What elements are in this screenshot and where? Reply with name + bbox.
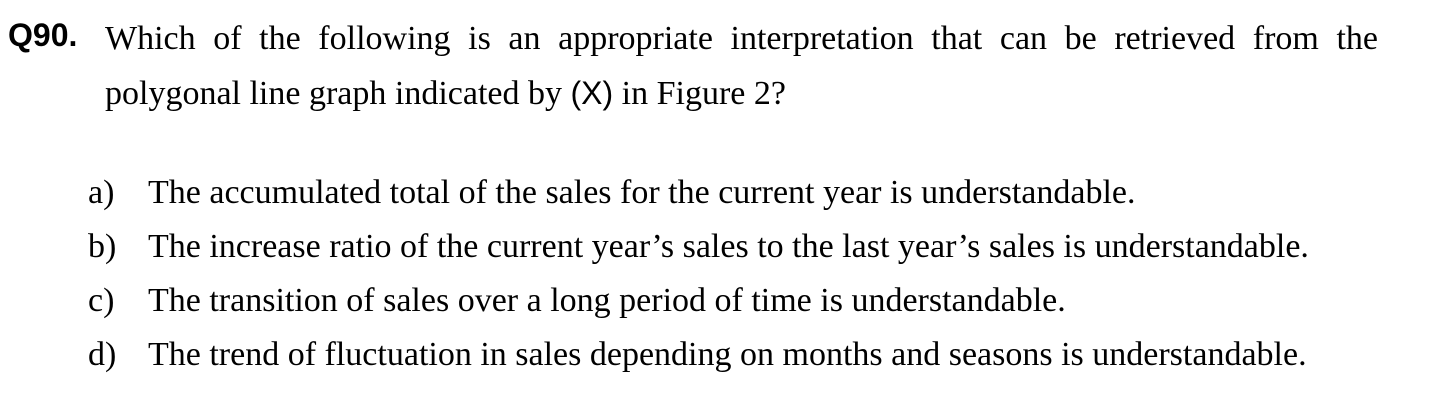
option-letter: d) — [88, 336, 117, 373]
option-letter: c) — [88, 282, 115, 319]
option-d[interactable]: d) The trend of fluctuation in sales dep… — [88, 328, 1408, 382]
answer-options: a) The accumulated total of the sales fo… — [88, 166, 1408, 382]
option-letter: a) — [88, 174, 115, 211]
option-text: The trend of fluctuation in sales depend… — [148, 336, 1307, 373]
option-letter: b) — [88, 228, 117, 265]
question-number: Q90. — [8, 17, 78, 53]
option-text: The transition of sales over a long peri… — [148, 282, 1066, 319]
question-text-before: Which of the following is an appropriate… — [105, 20, 1378, 112]
option-text: The accumulated total of the sales for t… — [148, 174, 1136, 211]
question-text-after: in Figure 2? — [613, 75, 786, 112]
option-c[interactable]: c) The transition of sales over a long p… — [88, 274, 1408, 328]
option-a[interactable]: a) The accumulated total of the sales fo… — [88, 166, 1408, 220]
question-text: Which of the following is an appropriate… — [105, 12, 1378, 121]
option-b[interactable]: b) The increase ratio of the current yea… — [88, 220, 1408, 274]
question-marker: (X) — [570, 75, 614, 111]
option-text: The increase ratio of the current year’s… — [148, 228, 1309, 265]
